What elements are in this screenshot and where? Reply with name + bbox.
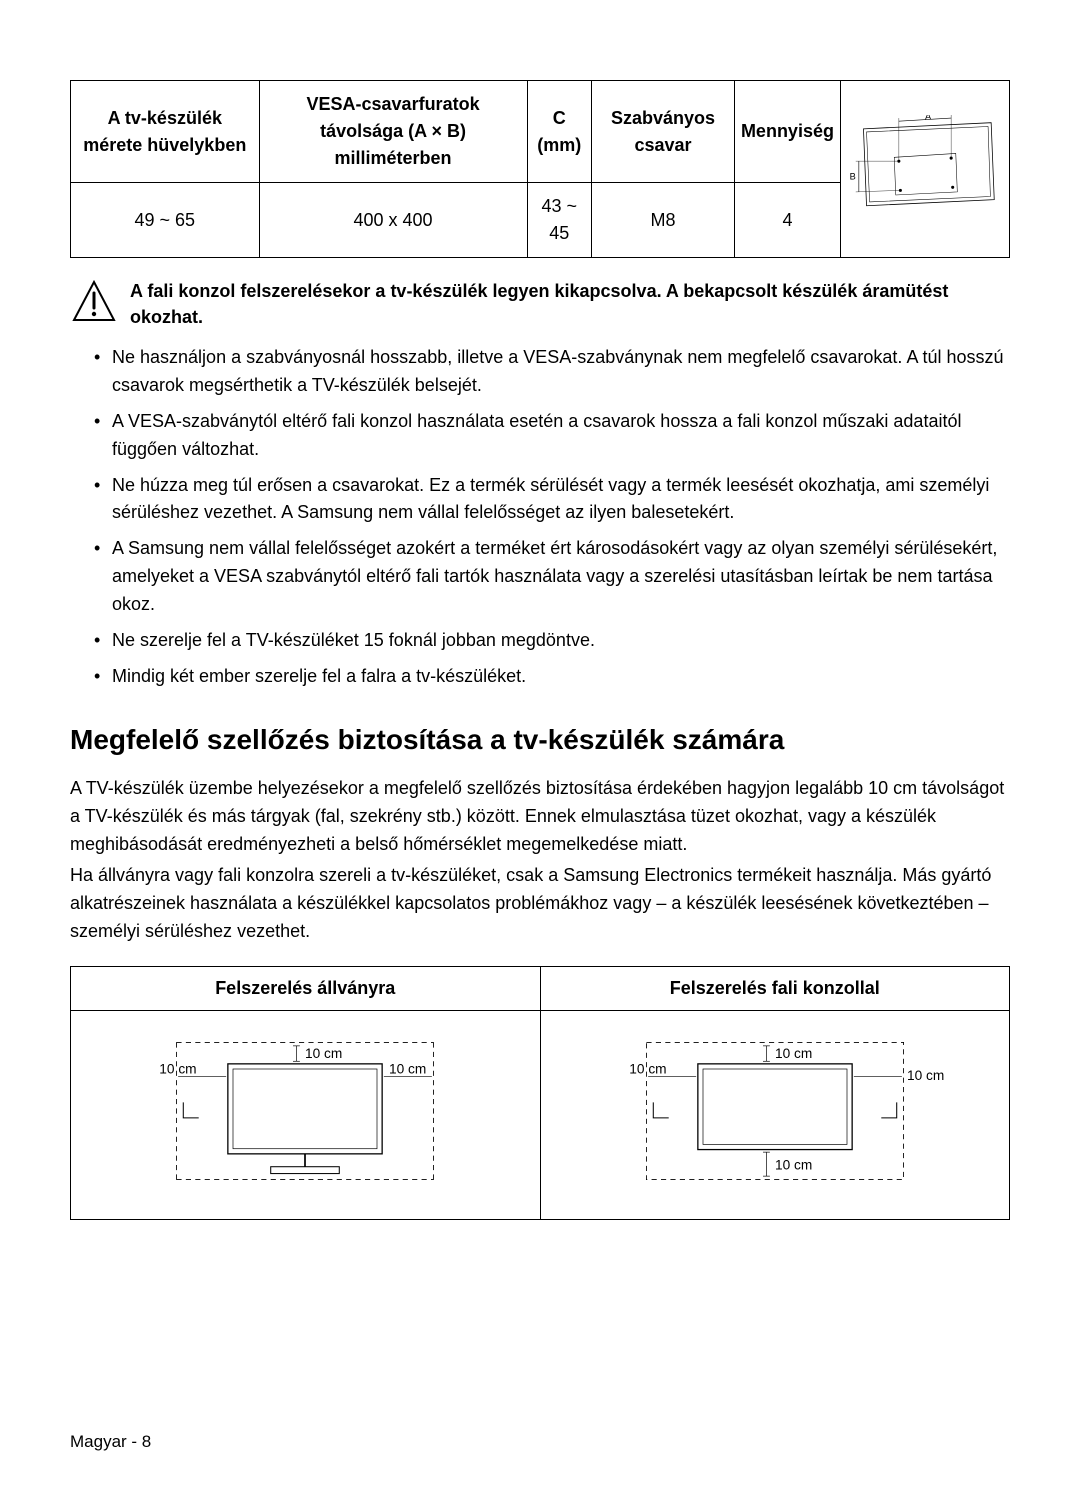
install-head-wall: Felszerelés fali konzollal (540, 967, 1010, 1011)
warning-icon (70, 278, 118, 334)
dist-top: 10 cm (305, 1046, 342, 1061)
warning-text: A fali konzol felszerelésekor a tv-készü… (130, 278, 1010, 330)
section-para-2: Ha állványra vagy fali konzolra szereli … (70, 862, 1010, 946)
th-size: A tv-készülék mérete hüvelykben (71, 81, 260, 183)
dist-bottom-w: 10 cm (775, 1157, 812, 1172)
th-vesa: VESA-csavarfuratok távolsága (A × B) mil… (259, 81, 527, 183)
install-stand-diagram-cell: 10 cm 10 cm 10 cm (71, 1011, 541, 1220)
label-b: B (850, 172, 856, 182)
installation-table: Felszerelés állványra Felszerelés fali k… (70, 966, 1010, 1220)
td-qty: 4 (734, 183, 840, 258)
td-size: 49 ~ 65 (71, 183, 260, 258)
wall-diagram: 10 cm 10 cm 10 cm 10 cm (595, 1021, 955, 1201)
th-qty: Mennyiség (734, 81, 840, 183)
bullet-1: Ne használjon a szabványosnál hosszabb, … (94, 344, 1010, 400)
td-screw: M8 (592, 183, 735, 258)
vesa-spec-table: A tv-készülék mérete hüvelykben VESA-csa… (70, 80, 1010, 258)
th-c: C (mm) (527, 81, 592, 183)
bullet-5: Ne szerelje fel a TV-készüléket 15 fokná… (94, 627, 1010, 655)
bullet-6: Mindig két ember szerelje fel a falra a … (94, 663, 1010, 691)
bullet-3: Ne húzza meg túl erősen a csavarokat. Ez… (94, 472, 1010, 528)
td-c: 43 ~ 45 (527, 183, 592, 258)
install-head-stand: Felszerelés állványra (71, 967, 541, 1011)
bullet-4: A Samsung nem vállal felelősséget azokér… (94, 535, 1010, 619)
section-para-1: A TV-készülék üzembe helyezésekor a megf… (70, 775, 1010, 859)
warning-bullet-list: Ne használjon a szabványosnál hosszabb, … (70, 344, 1010, 691)
page-footer: Magyar - 8 (70, 1429, 151, 1455)
warning-block: A fali konzol felszerelésekor a tv-készü… (70, 278, 1010, 334)
th-screw: Szabványos csavar (592, 81, 735, 183)
label-a: A (925, 115, 932, 122)
dist-top-w: 10 cm (775, 1046, 812, 1061)
tv-back-diagram: A B (845, 115, 1005, 215)
dist-right-w: 10 cm (907, 1068, 944, 1083)
dist-left-w: 10 cm (629, 1061, 666, 1076)
tv-back-diagram-cell: A B (840, 81, 1009, 258)
dist-left: 10 cm (160, 1061, 197, 1076)
stand-diagram: 10 cm 10 cm 10 cm (125, 1021, 485, 1201)
section-heading: Megfelelő szellőzés biztosítása a tv-kés… (70, 719, 1010, 761)
dist-right: 10 cm (389, 1061, 426, 1076)
td-vesa: 400 x 400 (259, 183, 527, 258)
install-wall-diagram-cell: 10 cm 10 cm 10 cm 10 cm (540, 1011, 1010, 1220)
bullet-2: A VESA-szabványtól eltérő fali konzol ha… (94, 408, 1010, 464)
